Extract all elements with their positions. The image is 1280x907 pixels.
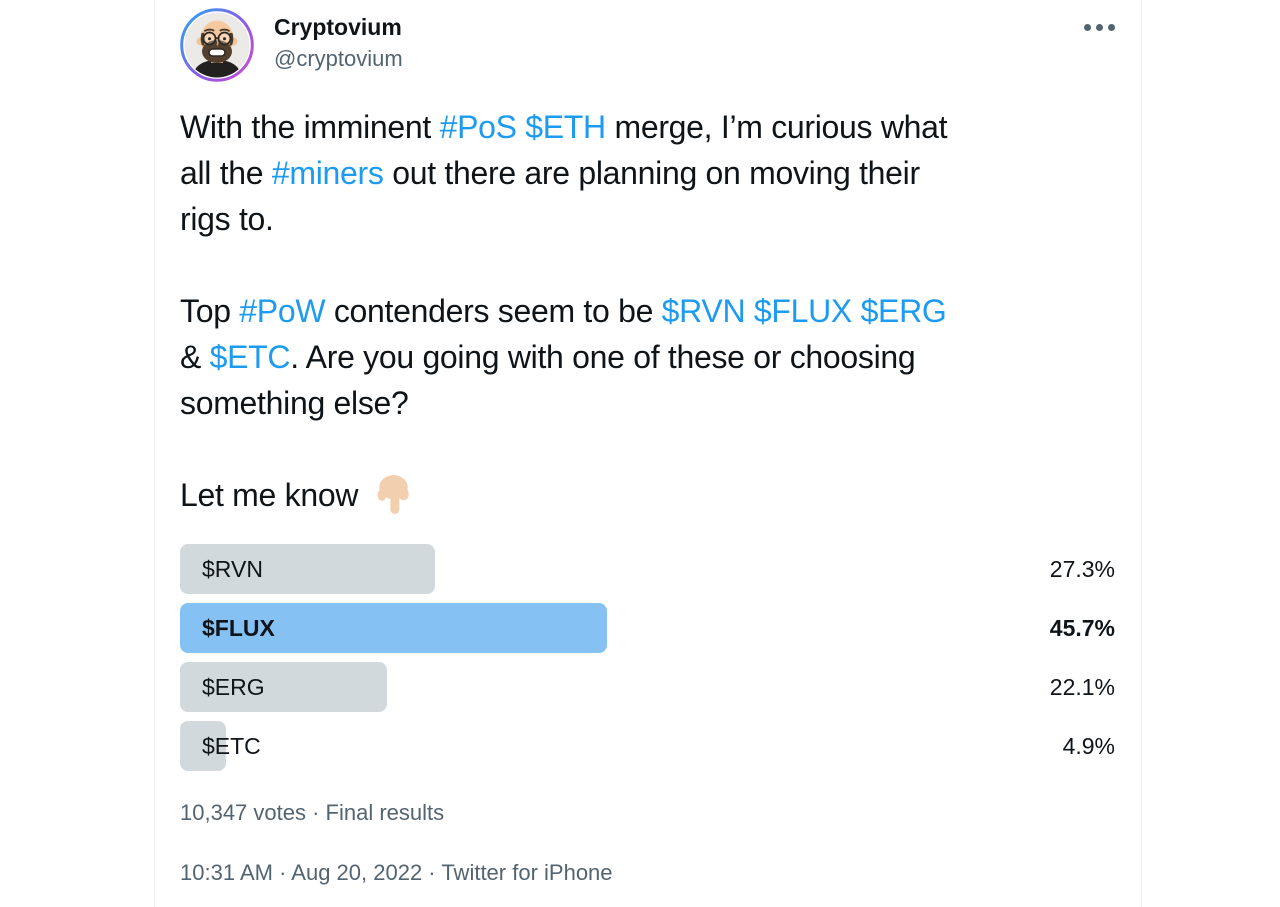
poll-option-etc: $ETC 4.9% — [180, 721, 1115, 771]
poll-option-label: $RVN — [202, 555, 263, 582]
tweet-link[interactable]: $ETH — [525, 109, 606, 145]
tweet-text-segment: . Are you going with one of these or cho… — [290, 339, 916, 375]
poll-bar — [180, 662, 387, 712]
tweet-link[interactable]: $FLUX — [753, 293, 852, 329]
tweet-text-segment: contenders seem to be — [325, 293, 662, 329]
display-name[interactable]: Cryptovium — [274, 14, 402, 40]
poll-option-flux: $FLUX 45.7% — [180, 603, 1115, 653]
poll-option-erg: $ERG 22.1% — [180, 662, 1115, 712]
tweet-header: Cryptovium @cryptovium — [180, 8, 1115, 82]
poll-option-percent: 27.3% — [1049, 555, 1115, 582]
tweet-text-segment: Top — [180, 293, 240, 329]
more-icon — [1096, 24, 1103, 31]
poll-bar — [180, 603, 608, 653]
poll-option-label: $ERG — [202, 673, 265, 700]
tweet-paragraph: With the imminent #PoS $ETH merge, I’m c… — [180, 104, 1115, 242]
tweet-text-segment: something else? — [180, 385, 409, 421]
tweet-text-segment: With the imminent — [180, 109, 440, 145]
more-icon — [1084, 24, 1091, 31]
tweet-link[interactable]: #PoW — [239, 293, 326, 329]
poll-bar — [180, 721, 226, 771]
tweet-link[interactable]: $ETC — [209, 339, 291, 375]
tweet-text-segment — [745, 293, 754, 329]
poll-meta: 10,347 votes · Final results — [180, 800, 445, 825]
tweet-text-segment: all the — [180, 155, 272, 191]
poll-option-percent: 45.7% — [1049, 614, 1115, 641]
poll-option-label: $FLUX — [202, 614, 275, 641]
tweet-paragraph: Let me know — [180, 472, 1115, 518]
tweet-paragraph: Top #PoW contenders seem to be $RVN $FLU… — [180, 288, 1115, 426]
more-button[interactable] — [1084, 8, 1115, 31]
poll-option-percent: 22.1% — [1049, 673, 1115, 700]
timestamp: 10:31 AM · Aug 20, 2022 · Twitter for iP… — [180, 860, 613, 885]
pointing-down-emoji — [377, 475, 409, 514]
tweet-text-segment: & — [180, 339, 210, 375]
tweet-text-segment: Let me know — [180, 477, 367, 513]
tweet-text-segment — [852, 293, 861, 329]
avatar[interactable] — [180, 8, 254, 82]
tweet-text-segment — [517, 109, 526, 145]
tweet-link[interactable]: #miners — [271, 155, 384, 191]
tweet-text-segment: rigs to. — [180, 201, 274, 237]
poll: $RVN 27.3% $FLUX 45.7% $ERG 22.1% $ETC 4… — [180, 544, 1115, 771]
tweet-card: Cryptovium @cryptovium With the imminent… — [154, 0, 1142, 907]
poll-option-rvn: $RVN 27.3% — [180, 544, 1115, 594]
tweet-text: With the imminent #PoS $ETH merge, I’m c… — [180, 104, 1115, 518]
tweet-link[interactable]: $RVN — [661, 293, 746, 329]
tweet-text-segment: merge, I’m curious what — [605, 109, 948, 145]
poll-bar — [180, 544, 436, 594]
poll-option-label: $ETC — [202, 732, 261, 759]
tweet-link[interactable]: $ERG — [860, 293, 947, 329]
more-icon — [1108, 24, 1115, 31]
tweet-link[interactable]: #PoS — [439, 109, 517, 145]
user-handle[interactable]: @cryptovium — [274, 46, 403, 71]
tweet-text-segment: out there are planning on moving their — [383, 155, 920, 191]
poll-option-percent: 4.9% — [1062, 732, 1115, 759]
author-block: Cryptovium @cryptovium — [274, 8, 403, 74]
